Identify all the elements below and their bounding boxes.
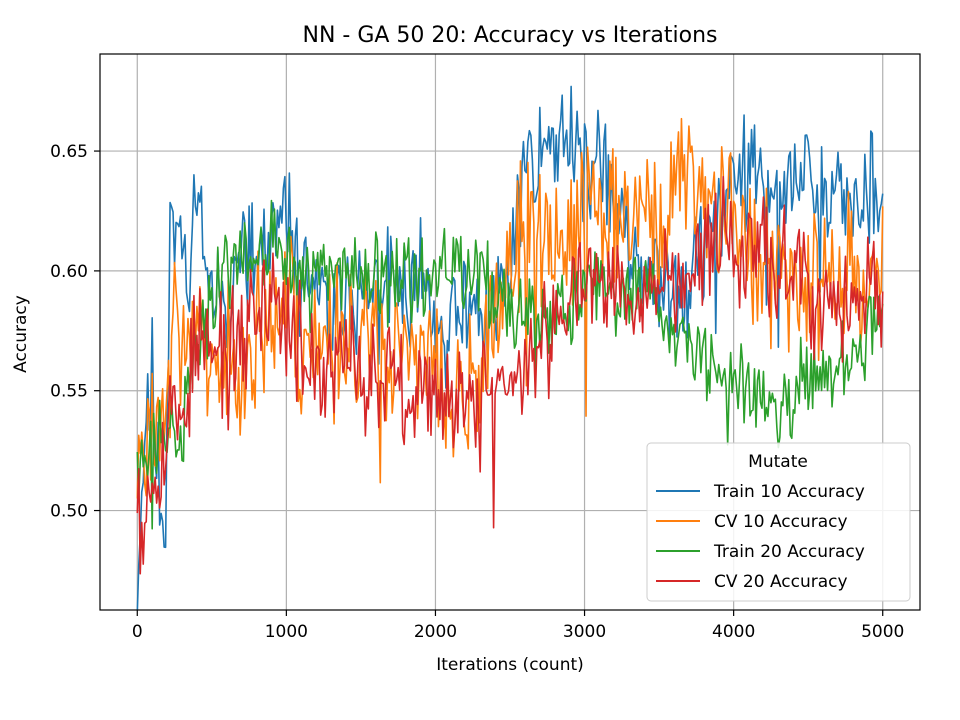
y-tick-label: 0.50 [50,502,88,522]
series-line-train-20-accuracy [136,199,884,530]
series-line-cv-20-accuracy [136,175,884,575]
y-axis-label: Accuracy [11,295,31,373]
series-line-train-10-accuracy [136,85,884,610]
legend-entries: Train 10 Accuracy CV 10 Accuracy Train 20 … [656,482,865,592]
legend-label: CV 20 Accuracy [714,572,848,592]
y-tick-label: 0.55 [50,382,88,402]
legend-label: Train 10 Accuracy [713,482,865,502]
x-tick-label: 5000 [861,622,904,642]
y-axis-ticks: 0.50 0.55 0.60 0.65 [50,142,100,522]
legend-title: Mutate [748,452,808,472]
x-tick-label: 2000 [414,622,457,642]
x-axis-label: Iterations (count) [436,655,584,675]
legend-box [646,442,911,602]
grid-lines [100,54,920,610]
series-lines [136,85,884,610]
x-tick-label: 4000 [712,622,755,642]
y-tick-label: 0.60 [50,262,88,282]
legend-label: Train 20 Accuracy [713,542,865,562]
x-axis-ticks: 0 1000 2000 3000 4000 5000 [132,610,904,642]
x-tick-label: 0 [132,622,143,642]
legend-label: CV 10 Accuracy [714,512,848,532]
plot-frame [99,53,921,611]
chart-title: NN - GA 50 20: Accuracy vs Iterations [302,23,717,48]
y-tick-label: 0.65 [50,142,88,162]
x-tick-label: 1000 [265,622,308,642]
x-tick-label: 3000 [563,622,606,642]
